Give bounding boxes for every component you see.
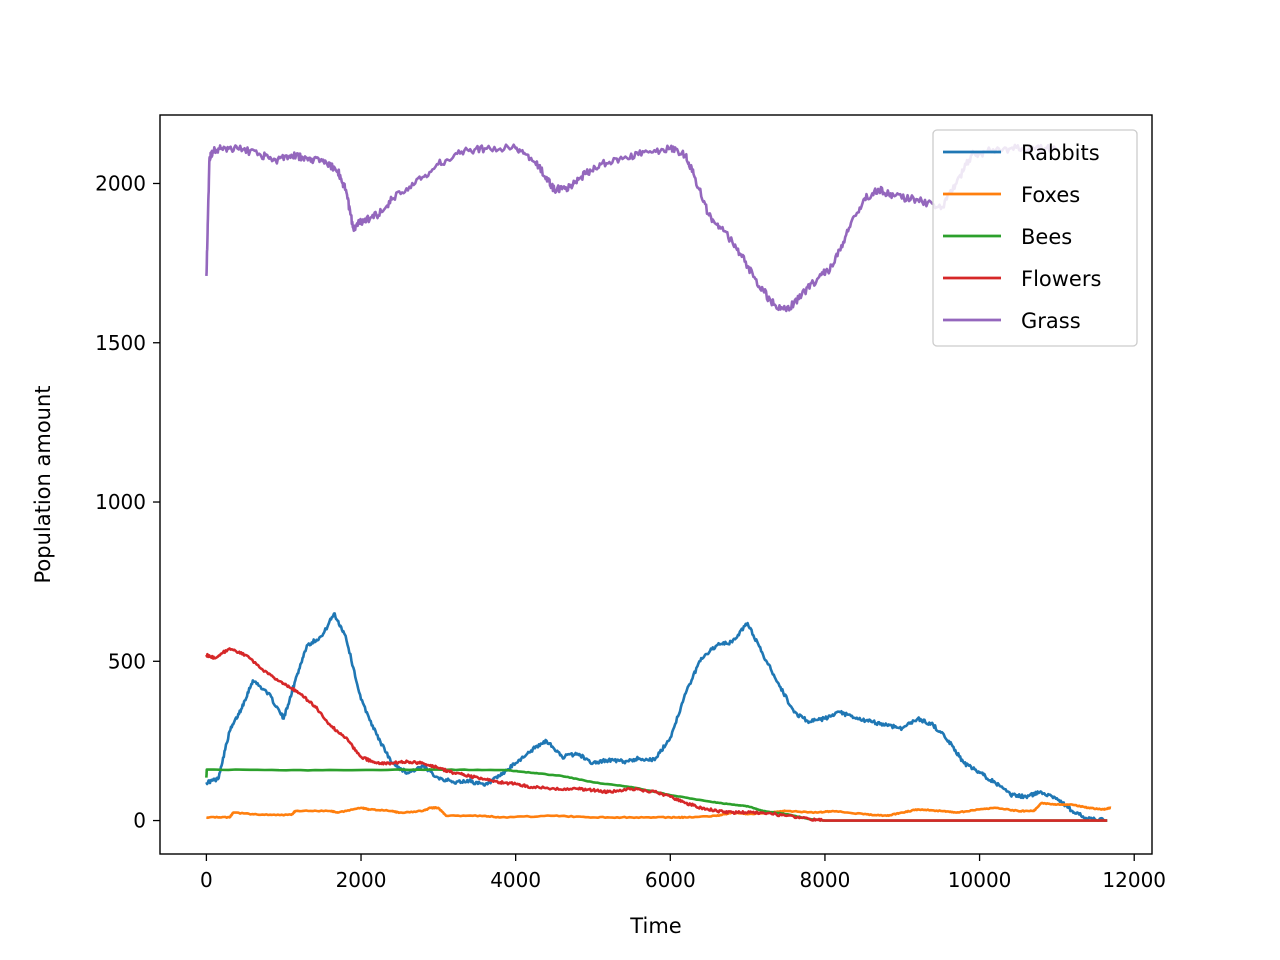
x-tick-label: 8000 [799,868,850,892]
x-tick-label: 4000 [490,868,541,892]
y-tick-label: 0 [133,809,146,833]
legend-label-flowers: Flowers [1021,267,1101,291]
series-line-rabbits [205,612,1108,822]
legend-label-foxes: Foxes [1021,183,1080,207]
x-tick-label: 0 [200,868,213,892]
legend-label-bees: Bees [1021,225,1072,249]
y-axis-label: Population amount [31,385,55,583]
y-tick-label: 1500 [95,331,146,355]
y-tick-label: 500 [108,649,146,673]
x-tick-label: 12000 [1102,868,1166,892]
y-tick-label: 1000 [95,490,146,514]
axes-frame [159,114,1153,855]
series-line-grass [205,143,1058,313]
x-axis-ticks: 0 2000 4000 6000 8000 10000 12000 [200,854,1166,892]
x-tick-label: 2000 [336,868,387,892]
series-line-flowers [205,647,1108,822]
y-tick-label: 2000 [95,171,146,195]
y-axis-ticks: 0 500 1000 1500 2000 [95,171,160,833]
series-line-foxes [206,801,1112,820]
legend-label-rabbits: Rabbits [1021,141,1100,165]
x-tick-label: 10000 [948,868,1012,892]
legend: Rabbits Foxes Bees Flowers Grass [932,129,1138,347]
legend-box [932,129,1138,347]
x-tick-label: 6000 [645,868,696,892]
plot-lines [205,143,1112,822]
x-axis-label: Time [629,914,681,938]
legend-label-grass: Grass [1021,309,1081,333]
